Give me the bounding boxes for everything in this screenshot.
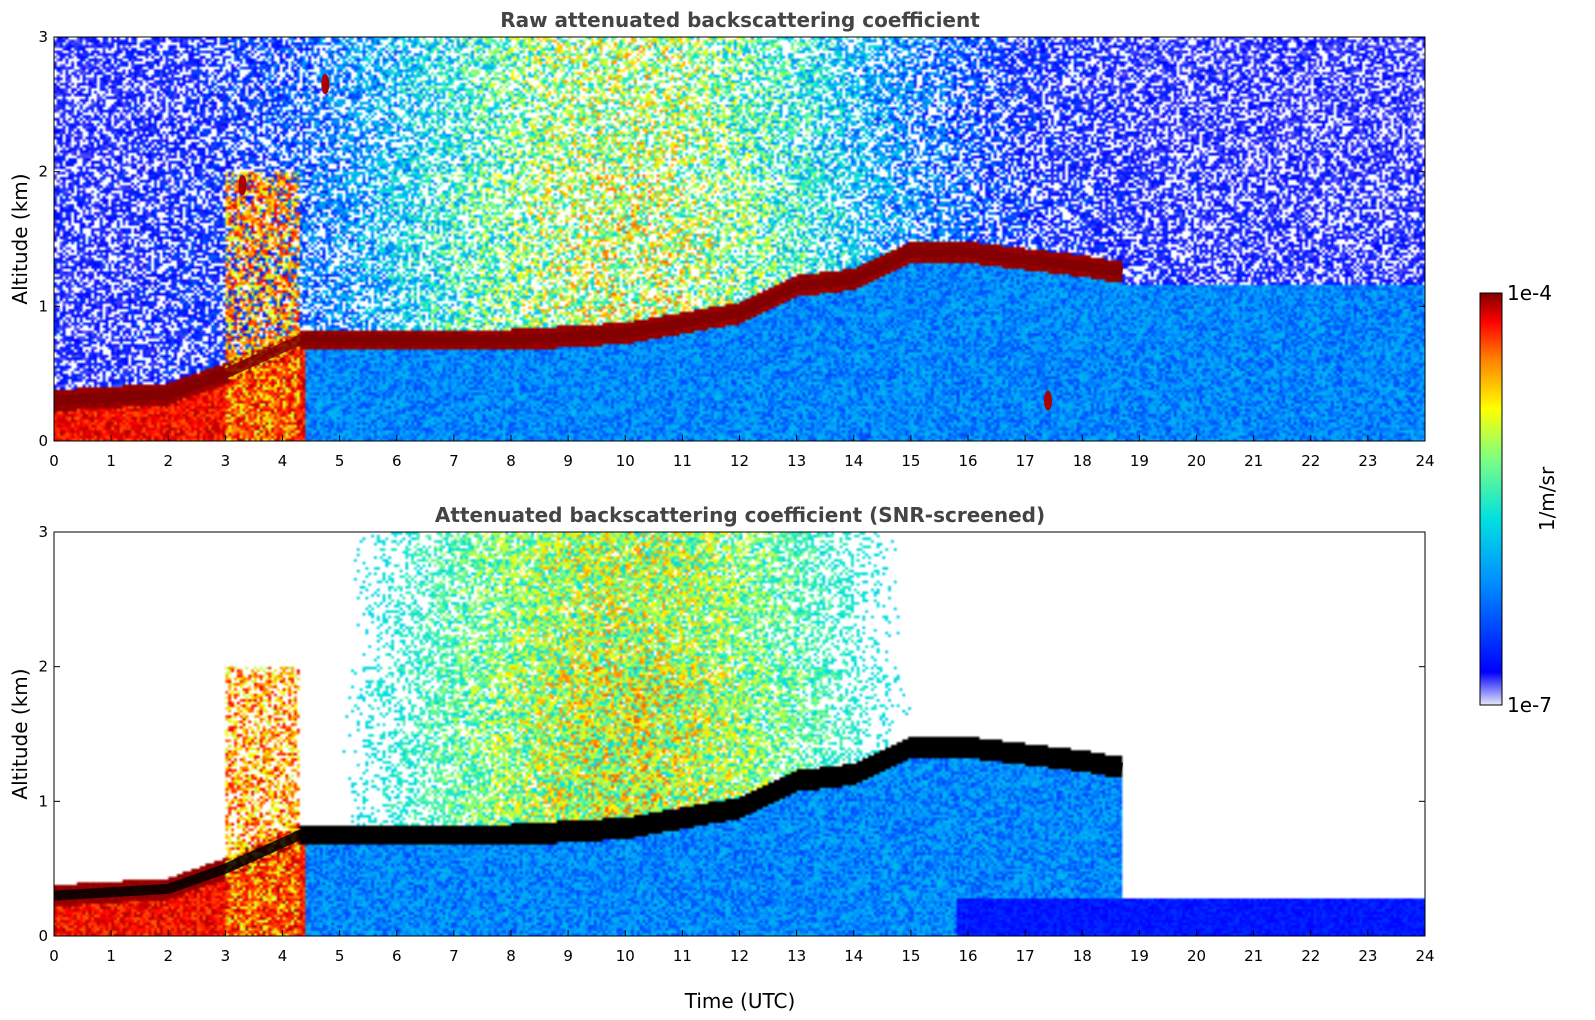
y-tick-label: 3	[38, 523, 48, 541]
y-axis-label: Altitude (km)	[8, 668, 32, 799]
x-tick-label: 20	[1187, 947, 1206, 965]
x-tick-label: 23	[1358, 947, 1377, 965]
x-tick-label: 7	[449, 947, 459, 965]
x-tick-label: 19	[1130, 947, 1149, 965]
colorbar-min-label: 1e-7	[1507, 693, 1552, 717]
x-tick-label: 10	[616, 947, 635, 965]
x-tick-label: 3	[221, 452, 231, 470]
raw-backscatter-panel: Raw attenuated backscattering coefficien…	[8, 8, 1435, 470]
snr-screened-panel: Attenuated backscattering coefficient (S…	[8, 503, 1435, 1013]
colorbar-gradient	[1479, 292, 1503, 706]
y-tick-label: 2	[38, 163, 48, 181]
x-tick-label: 1	[106, 452, 116, 470]
x-tick-label: 12	[730, 452, 749, 470]
colorbar-label: 1/m/sr	[1535, 466, 1559, 531]
heatmap-image	[54, 37, 1425, 441]
y-tick-label: 3	[38, 28, 48, 46]
cloud-event-point	[1043, 390, 1052, 411]
y-axis-label: Altitude (km)	[8, 173, 32, 304]
x-tick-label: 16	[958, 947, 977, 965]
x-tick-label: 0	[49, 452, 59, 470]
cloud-event-point	[321, 74, 330, 95]
x-tick-label: 17	[1016, 452, 1035, 470]
x-tick-label: 14	[844, 947, 863, 965]
x-tick-label: 24	[1415, 947, 1434, 965]
x-tick-label: 12	[730, 947, 749, 965]
x-tick-label: 24	[1415, 452, 1434, 470]
colorbar: 1e-4 1e-7 1/m/sr	[1479, 281, 1559, 717]
heatmap-image	[54, 532, 1425, 936]
x-tick-label: 20	[1187, 452, 1206, 470]
plot-area: 0 1 2 3 4 5 6 7 8 9 10 11 12 13 14 15 16 17 18 19 20 21 22 23 24…	[38, 523, 1434, 965]
y-tick-label: 1	[38, 792, 48, 810]
x-tick-label: 1	[106, 947, 116, 965]
x-tick-label: 2	[163, 452, 173, 470]
x-tick-label: 5	[335, 947, 345, 965]
chart-title: Attenuated backscattering coefficient (S…	[435, 503, 1045, 527]
x-tick-label: 8	[506, 452, 516, 470]
colorbar-max-label: 1e-4	[1507, 281, 1552, 305]
y-tick-label: 0	[38, 432, 48, 450]
x-tick-label: 22	[1301, 947, 1320, 965]
x-tick-label: 7	[449, 452, 459, 470]
x-tick-label: 0	[49, 947, 59, 965]
cloud-event-point	[238, 175, 247, 196]
x-tick-label: 22	[1301, 452, 1320, 470]
x-tick-label: 13	[787, 947, 806, 965]
x-tick-label: 11	[673, 452, 692, 470]
x-tick-label: 10	[616, 452, 635, 470]
x-tick-label: 19	[1130, 452, 1149, 470]
boundary-layer-top-line	[53, 247, 1124, 406]
x-tick-label: 4	[278, 947, 288, 965]
boundary-layer-top-line	[53, 742, 1124, 901]
x-tick-label: 6	[392, 947, 402, 965]
x-tick-label: 21	[1244, 452, 1263, 470]
x-tick-label: 14	[844, 452, 863, 470]
x-tick-label: 8	[506, 947, 516, 965]
y-tick-label: 0	[38, 927, 48, 945]
x-axis-label: Time (UTC)	[684, 989, 796, 1013]
x-tick-label: 9	[563, 452, 573, 470]
chart-title: Raw attenuated backscattering coefficien…	[500, 8, 980, 32]
x-tick-label: 17	[1016, 947, 1035, 965]
y-tick-label: 1	[38, 297, 48, 315]
x-tick-label: 2	[163, 947, 173, 965]
x-tick-label: 15	[901, 947, 920, 965]
x-tick-label: 9	[563, 947, 573, 965]
x-tick-label: 4	[278, 452, 288, 470]
x-tick-label: 13	[787, 452, 806, 470]
x-tick-label: 21	[1244, 947, 1263, 965]
x-tick-label: 23	[1358, 452, 1377, 470]
x-tick-label: 16	[958, 452, 977, 470]
x-tick-label: 11	[673, 947, 692, 965]
plot-area: 0 1 2 3 4 5 6 7 8 9 10 11 12 13 14 15 16 17 18 19 20 21 22 23 24…	[38, 28, 1434, 470]
x-tick-label: 18	[1073, 452, 1092, 470]
x-tick-label: 3	[221, 947, 231, 965]
x-tick-label: 5	[335, 452, 345, 470]
x-tick-label: 15	[901, 452, 920, 470]
x-tick-label: 6	[392, 452, 402, 470]
y-tick-label: 2	[38, 658, 48, 676]
x-tick-label: 18	[1073, 947, 1092, 965]
